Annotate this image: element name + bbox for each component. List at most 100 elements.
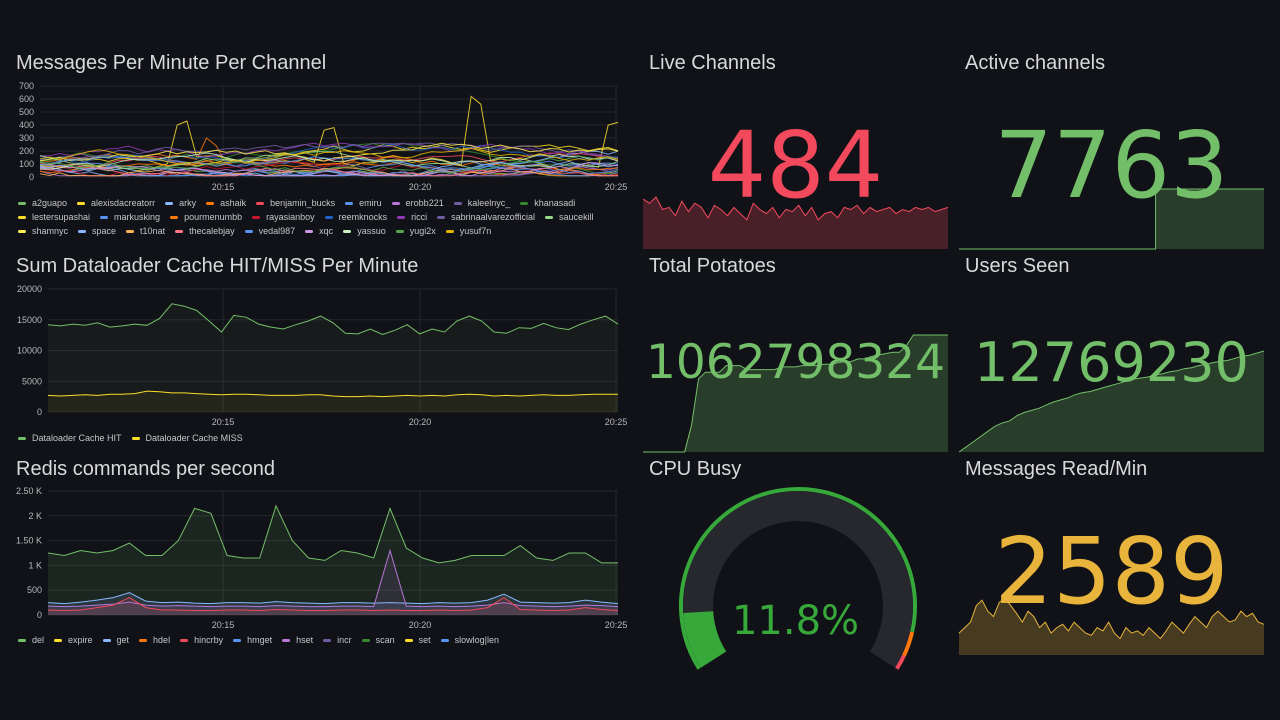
legend-item[interactable]: arky <box>165 198 196 208</box>
y-tick-label: 0 <box>37 610 42 620</box>
legend-label: thecalebjay <box>189 226 235 236</box>
legend-label: incr <box>337 635 352 645</box>
legend-item[interactable]: alexisdacreatorr <box>77 198 155 208</box>
legend-item[interactable]: hdel <box>139 635 170 645</box>
legend-item[interactable]: emiru <box>345 198 382 208</box>
sparkline-line <box>642 196 949 221</box>
total-potatoes-sparkline <box>643 334 948 453</box>
legend-label: scan <box>375 635 395 645</box>
legend-item[interactable]: hincrby <box>180 635 223 645</box>
sparkline-area <box>959 351 1264 452</box>
y-tick-label: 15000 <box>17 315 42 325</box>
messages-read-value: 2589 <box>994 518 1229 625</box>
panel-title: Users Seen <box>965 255 1070 277</box>
legend-item[interactable]: reemknocks <box>324 212 387 222</box>
active-channels-sparkline <box>959 188 1264 250</box>
legend-item[interactable]: expire <box>54 635 93 645</box>
legend-item[interactable]: shamnyc <box>18 226 68 236</box>
series-area <box>48 550 618 615</box>
legend-item[interactable]: set <box>404 635 431 645</box>
y-tick-label: 400 <box>19 120 34 130</box>
legend-item[interactable]: space <box>78 226 116 236</box>
cache-area-chart[interactable]: 20000 15000 10000 5000 0 20:15 20:20 20:25 <box>10 255 630 450</box>
legend-item[interactable]: Dataloader Cache HIT <box>18 433 122 443</box>
legend-swatch <box>323 638 332 642</box>
legend-swatch <box>18 436 26 440</box>
legend-item[interactable]: scan <box>361 635 395 645</box>
y-tick-label: 1 K <box>28 560 42 570</box>
users-seen-sparkline <box>958 350 1265 453</box>
redis-area-chart[interactable]: 2.50 K 2 K 1.50 K 1 K 500 0 20:15 20:20 20:25 <box>10 458 630 653</box>
x-tick-label: 20:20 <box>409 620 432 630</box>
legend-swatch <box>175 229 184 233</box>
legend-label: pourmenumbb <box>184 212 243 222</box>
legend-item[interactable]: yusuf7n <box>445 226 491 236</box>
gauge-threshold-orange <box>902 631 915 657</box>
legend-item[interactable]: thecalebjay <box>175 226 235 236</box>
legend-item[interactable]: khanasadi <box>520 198 575 208</box>
series-line <box>39 142 619 162</box>
legend-item[interactable]: sabrinaalvarezofficial <box>437 212 535 222</box>
legend-swatch <box>244 229 253 233</box>
legend-swatch <box>18 229 26 233</box>
gauge-threshold-red <box>895 654 906 670</box>
panel-title: Messages Read/Min <box>965 458 1148 480</box>
legend-item[interactable]: lestersupashai <box>18 212 90 222</box>
legend-item[interactable]: hset <box>282 635 313 645</box>
legend-swatch <box>445 229 454 233</box>
legend-label: a2guapo <box>32 198 68 208</box>
legend-label: slowlog|len <box>454 635 500 645</box>
series-line <box>39 143 619 164</box>
legend-item[interactable]: Dataloader Cache MISS <box>131 433 243 443</box>
series-line <box>47 548 619 608</box>
x-tick-label: 20:25 <box>605 620 628 630</box>
legend-swatch <box>139 638 148 642</box>
series-line <box>39 147 619 165</box>
legend-label: hincrby <box>194 635 224 645</box>
y-tick-label: 20000 <box>17 284 42 294</box>
legend-item[interactable]: slowlog|len <box>440 635 500 645</box>
legend-label: arky <box>179 198 197 208</box>
legend-item[interactable]: markusking <box>100 212 160 222</box>
sparkline-area <box>959 189 1264 249</box>
legend-swatch <box>397 215 406 219</box>
legend-item[interactable]: xqc <box>305 226 333 236</box>
legend-item[interactable]: saucekill <box>545 212 594 222</box>
legend-item[interactable]: get <box>102 635 129 645</box>
series-line <box>47 390 618 398</box>
series-line <box>40 95 619 172</box>
legend-item[interactable]: ashaik <box>206 198 246 208</box>
legend-swatch <box>324 215 333 219</box>
x-tick-label: 20:25 <box>605 182 628 192</box>
sparkline-area <box>959 598 1264 655</box>
legend-swatch <box>343 229 352 233</box>
messages-per-minute-panel: Messages Per Minute Per Channel 700 600 50… <box>10 52 630 252</box>
series-line <box>39 161 619 177</box>
legend-item[interactable]: t10nat <box>126 226 165 236</box>
legend-item[interactable]: rayasianboy <box>252 212 315 222</box>
legend-item[interactable]: incr <box>323 635 352 645</box>
legend-item[interactable]: kaleelnyc_ <box>453 198 510 208</box>
legend-item[interactable]: del <box>18 635 44 645</box>
series-line <box>39 152 619 168</box>
legend-label: emiru <box>359 198 382 208</box>
live-channels-sparkline <box>642 196 949 249</box>
legend-item[interactable]: benjamin_bucks <box>256 198 335 208</box>
legend-item[interactable]: pourmenumbb <box>170 212 242 222</box>
legend-label: lestersupashai <box>32 212 91 222</box>
redis-commands-panel: Redis commands per second 2.50 K 2 K 1.50 … <box>10 458 630 653</box>
legend-item[interactable]: yugi2x <box>395 226 436 236</box>
messages-line-chart[interactable]: 700 600 500 400 300 200 100 0 20:15 20:20 20:25 <box>10 52 630 252</box>
panel-title: CPU Busy <box>649 458 742 480</box>
dataloader-cache-panel: Sum Dataloader Cache HIT/MISS Per Minute… <box>10 255 630 450</box>
x-tick-label: 20:15 <box>212 417 235 427</box>
legend-item[interactable]: hmget <box>233 635 272 645</box>
legend-item[interactable]: vedal987 <box>244 226 295 236</box>
series-area <box>48 303 618 412</box>
legend-item[interactable]: erobb221 <box>391 198 444 208</box>
legend-item[interactable]: ricci <box>397 212 427 222</box>
legend-item[interactable]: a2guapo <box>18 198 67 208</box>
legend-swatch <box>440 638 449 642</box>
legend-item[interactable]: yassuo <box>343 226 386 236</box>
legend-swatch <box>18 638 26 642</box>
